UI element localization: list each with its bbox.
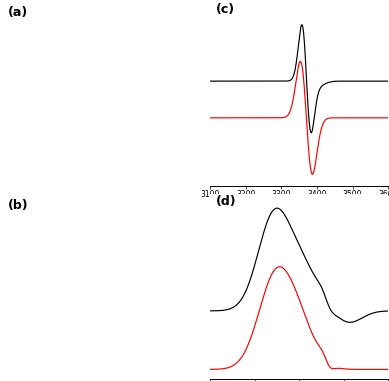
Text: (d): (d) (216, 195, 236, 208)
X-axis label: magnetic field / G: magnetic field / G (262, 201, 337, 210)
Text: (c): (c) (216, 3, 235, 16)
Text: (b): (b) (8, 199, 29, 212)
Text: (a): (a) (8, 6, 28, 19)
